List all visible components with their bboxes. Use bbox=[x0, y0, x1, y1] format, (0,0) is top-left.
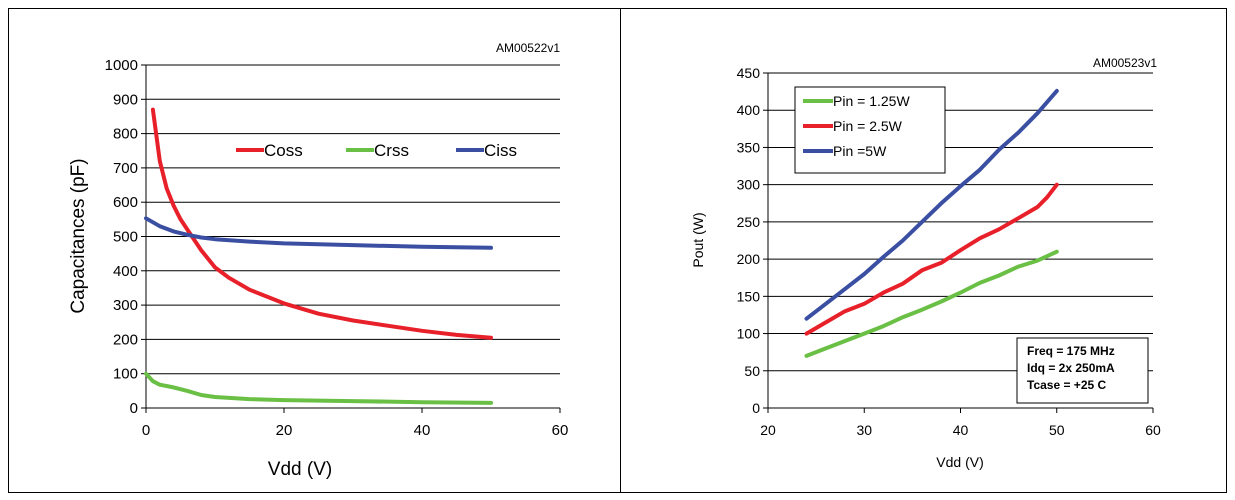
series-lines bbox=[144, 107, 493, 405]
legend: Pin = 1.25W Pin = 2.5W Pin =5W bbox=[794, 86, 946, 174]
conditions-annotation: Freq = 175 MHz Idq = 2x 250mA Tcase = +25 … bbox=[1016, 337, 1149, 404]
y-axis-label: Capacitances (pF) bbox=[68, 158, 89, 313]
x-tick-labels: 20 30 40 50 60 bbox=[760, 422, 1161, 438]
x-tick-label: 20 bbox=[760, 422, 776, 438]
x-axis-label: Vdd (V) bbox=[936, 454, 983, 470]
x-tick-label: 60 bbox=[1145, 422, 1161, 438]
legend-label: Pin =5W bbox=[833, 143, 887, 159]
y-tick-label: 450 bbox=[737, 65, 761, 81]
y-tick-label: 0 bbox=[130, 400, 138, 417]
right-panel-border bbox=[620, 8, 1227, 493]
x-tick-label: 40 bbox=[414, 422, 431, 439]
series-line-coss bbox=[150, 107, 493, 340]
legend-label: Ciss bbox=[484, 141, 517, 160]
legend-label: Pin = 1.25W bbox=[833, 93, 910, 109]
x-axis-label: Vdd (V) bbox=[268, 459, 332, 480]
y-tick-label: 200 bbox=[737, 251, 761, 267]
y-tick-label: 400 bbox=[737, 102, 761, 118]
left-panel-border bbox=[8, 8, 621, 493]
y-gridlines bbox=[141, 64, 561, 413]
legend-label: Pin = 2.5W bbox=[833, 118, 903, 134]
y-tick-label: 250 bbox=[737, 214, 761, 230]
y-tick-label: 300 bbox=[737, 177, 761, 193]
series-line-crss bbox=[144, 371, 493, 405]
series-lines bbox=[804, 88, 1059, 358]
y-tick-label: 100 bbox=[113, 366, 138, 383]
series-line-pin-5w bbox=[804, 88, 1059, 321]
capacitance-chart: AM00522v1 010020030040050060070080090010… bbox=[68, 41, 568, 480]
y-tick-label: 0 bbox=[752, 400, 760, 416]
x-tick-labels: 0 20 40 60 bbox=[142, 422, 569, 439]
chart-id-label: AM00522v1 bbox=[496, 41, 560, 55]
annotation-line: Idq = 2x 250mA bbox=[1027, 361, 1115, 375]
legend: Coss Crss Ciss bbox=[236, 141, 517, 160]
y-tick-label: 800 bbox=[113, 126, 138, 143]
y-tick-labels: 0 100 200 300 400 500 600 700 800 900 1000 bbox=[105, 57, 138, 417]
y-axis-label: Pout (W) bbox=[690, 212, 706, 267]
series-line-pin-1-25w bbox=[804, 249, 1059, 358]
y-tick-label: 500 bbox=[113, 229, 138, 246]
y-tick-label: 50 bbox=[744, 363, 760, 379]
annotation-box bbox=[1016, 337, 1149, 404]
x-tick-label: 20 bbox=[276, 422, 293, 439]
annotation-line: Tcase = +25 C bbox=[1027, 378, 1107, 392]
x-tick-label: 40 bbox=[953, 422, 969, 438]
series-line-ciss bbox=[144, 216, 493, 250]
pout-chart: AM00523v1 0 50 100 150 200 250 300 350 400 450 20… bbox=[690, 56, 1161, 470]
y-tick-label: 100 bbox=[737, 326, 761, 342]
legend-label: Crss bbox=[374, 141, 409, 160]
annotation-line: Freq = 175 MHz bbox=[1027, 344, 1115, 358]
series-line-pin-2-5w bbox=[804, 182, 1059, 336]
chart-id-label: AM00523v1 bbox=[1093, 56, 1157, 70]
y-tick-label: 700 bbox=[113, 160, 138, 177]
legend-label: Coss bbox=[264, 141, 303, 160]
x-tick-label: 0 bbox=[142, 422, 150, 439]
x-tick-label: 50 bbox=[1049, 422, 1065, 438]
y-tick-label: 1000 bbox=[105, 57, 138, 74]
y-tick-label: 600 bbox=[113, 194, 138, 211]
x-tick-label: 60 bbox=[552, 422, 569, 439]
y-tick-label: 300 bbox=[113, 297, 138, 314]
y-tick-label: 400 bbox=[113, 263, 138, 280]
y-tick-label: 200 bbox=[113, 331, 138, 348]
y-tick-labels: 0 50 100 150 200 250 300 350 400 450 bbox=[737, 65, 761, 416]
y-tick-label: 350 bbox=[737, 139, 761, 155]
y-tick-label: 900 bbox=[113, 91, 138, 108]
x-tick-label: 30 bbox=[856, 422, 872, 438]
y-tick-label: 150 bbox=[737, 288, 761, 304]
